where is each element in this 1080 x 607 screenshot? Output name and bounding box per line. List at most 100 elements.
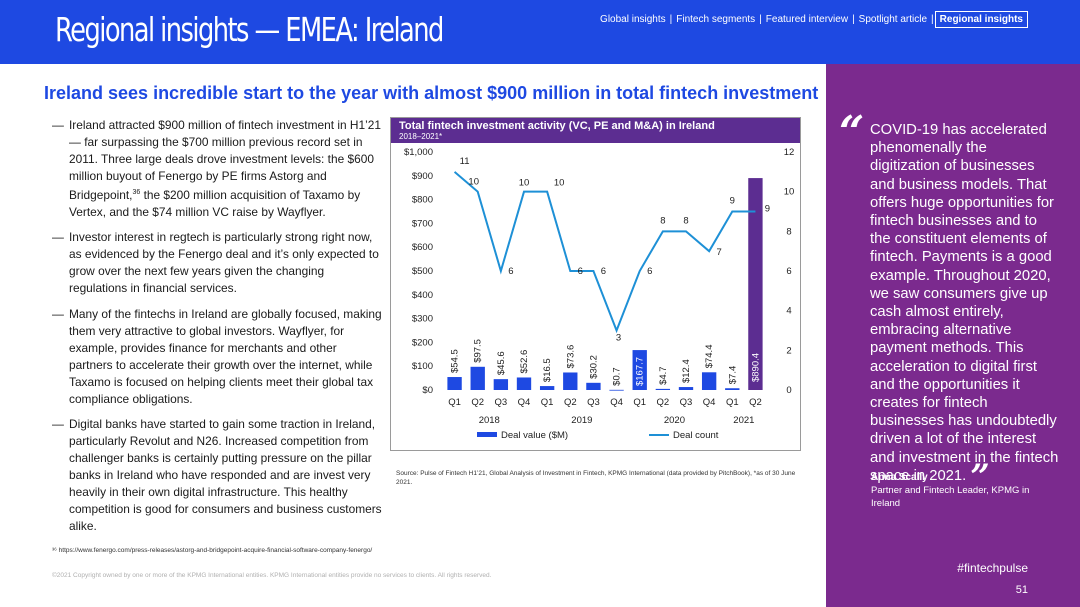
bullet-dash: — <box>52 417 64 432</box>
deal-count-label: 6 <box>647 266 652 277</box>
x-tick-label: Q3 <box>495 397 508 408</box>
open-quote-icon: “ <box>839 107 865 158</box>
x-tick-label: Q1 <box>726 397 739 408</box>
footnote-ref: 36 <box>132 188 141 196</box>
quote-body: COVID-19 has accelerated phenomenally th… <box>870 122 1059 484</box>
page-number: 51 <box>1015 584 1028 596</box>
bar-deal-value <box>632 350 647 390</box>
quote-panel: “ COVID-19 has accelerated phenomenally … <box>826 64 1080 607</box>
x-tick-label: Q4 <box>703 397 716 408</box>
nav-global-insights[interactable]: Global insights <box>600 14 666 25</box>
bar-deal-value <box>447 377 462 390</box>
nav-separator: | <box>852 14 855 25</box>
x-tick-label: Q2 <box>657 397 670 408</box>
bullet-item: — Ireland attracted $900 million of finte… <box>52 117 382 220</box>
quote-author-role: Partner and Fintech Leader, KPMG in Irel… <box>871 485 1030 509</box>
bar-deal-value <box>493 379 509 390</box>
bar-data-label: $890.4 <box>750 353 761 382</box>
y-left-tick-label: $300 <box>412 314 433 325</box>
x-tick-label: Q1 <box>541 397 554 408</box>
x-year-label: 2020 <box>664 415 685 426</box>
legend-label-line: Deal count <box>673 430 719 441</box>
y-left-tick-label: $400 <box>412 290 433 301</box>
bullet-text: Many of the fintechs in Ireland are glob… <box>69 307 382 406</box>
deal-count-label: 6 <box>578 266 583 277</box>
y-left-tick-label: $600 <box>412 242 433 253</box>
y-right-tick-label: 10 <box>784 187 795 198</box>
chart-title: Total fintech investment activity (VC, P… <box>399 120 715 132</box>
bar-data-label: $0.7 <box>612 367 623 386</box>
bar-data-label: $45.6 <box>496 351 507 375</box>
y-right-tick-label: 12 <box>784 147 795 158</box>
bar-deal-value <box>701 372 717 390</box>
bar-data-label: $52.6 <box>519 350 530 374</box>
x-tick-label: Q1 <box>633 397 646 408</box>
bar-data-label: $4.7 <box>658 366 669 385</box>
chart-source: Source: Pulse of Fintech H1’21, Global A… <box>396 470 796 486</box>
page-title: Regional insights — EMEA: Ireland <box>55 10 444 49</box>
bar-data-label: $97.5 <box>473 339 484 363</box>
y-right-tick-label: 6 <box>786 266 791 277</box>
nav-spotlight-article[interactable]: Spotlight article <box>858 14 928 25</box>
nav-regional-insights[interactable]: Regional insights <box>934 11 1028 28</box>
bar-data-label: $167.7 <box>635 357 646 386</box>
quote-text: COVID-19 has accelerated phenomenally th… <box>870 121 1060 494</box>
y-left-tick-label: $0 <box>422 385 433 396</box>
deal-count-label: 9 <box>730 196 735 207</box>
bar-deal-value <box>563 372 578 390</box>
x-tick-label: Q2 <box>564 397 577 408</box>
nav-featured-interview[interactable]: Featured interview <box>765 14 849 25</box>
deal-count-label: 6 <box>601 266 606 277</box>
x-tick-label: Q3 <box>587 397 600 408</box>
bar-data-label: $30.2 <box>588 355 599 379</box>
x-tick-label: Q1 <box>448 397 461 408</box>
y-left-tick-label: $100 <box>412 361 433 372</box>
bullet-text: Investor interest in regtech is particul… <box>69 230 379 296</box>
bar-deal-value <box>609 389 624 391</box>
bullet-item: — Many of the fintechs in Ireland are glo… <box>52 306 382 407</box>
header-bar: Regional insights — EMEA: Ireland Global… <box>0 0 1080 64</box>
deal-count-label: 10 <box>519 178 530 189</box>
x-year-label: 2021 <box>733 415 754 426</box>
deal-count-label: 8 <box>683 215 688 226</box>
y-left-tick-label: $800 <box>412 195 433 206</box>
deal-count-label: 10 <box>468 177 479 188</box>
nav-separator: | <box>669 14 673 25</box>
nav-fintech-segments[interactable]: Fintech segments <box>676 14 756 25</box>
bar-deal-value <box>470 366 485 390</box>
bar-deal-value <box>516 377 532 390</box>
bullet-dash: — <box>52 307 64 322</box>
legend-swatch-bar <box>477 432 497 437</box>
y-right-tick-label: 8 <box>786 226 791 237</box>
bar-data-label: $7.4 <box>727 366 738 385</box>
deal-count-label: 11 <box>460 156 470 167</box>
x-tick-label: Q4 <box>610 397 623 408</box>
bar-deal-value <box>655 388 671 390</box>
y-left-tick-label: $500 <box>412 266 433 277</box>
chart-svg: $0 $100 $200 $300 $400 $500 $600 $700 $800 $900 $1… <box>404 147 795 441</box>
quote-author: Anna Scally <box>871 472 928 483</box>
deal-count-line <box>453 171 756 334</box>
bar-deal-value <box>586 382 601 390</box>
deal-count-label: 9 <box>765 204 770 215</box>
nav-separator: | <box>759 14 762 25</box>
bar-data-label: $73.6 <box>565 345 576 369</box>
bar-data-label: $16.5 <box>542 358 553 382</box>
deal-count-label: 3 <box>616 333 621 344</box>
copyright: ©2021 Copyright owned by one or more of … <box>52 572 492 579</box>
y-right-tick-label: 4 <box>786 306 791 317</box>
bar-deal-value <box>539 386 555 390</box>
bullet-list: — Ireland attracted $900 million of finte… <box>52 117 382 544</box>
x-tick-label: Q3 <box>680 397 693 408</box>
bullet-dash: — <box>52 118 64 132</box>
hashtag-link[interactable]: #fintechpulse <box>957 561 1028 575</box>
y-left-tick-label: $1,000 <box>404 147 433 158</box>
deal-count-label: 8 <box>660 215 665 226</box>
chart-subtitle: 2018–2021* <box>399 132 443 141</box>
x-tick-label: Q2 <box>471 397 484 408</box>
close-quote-icon: ” <box>970 456 990 497</box>
y-right-tick-label: 0 <box>786 385 791 396</box>
bar-data-label: $12.4 <box>681 359 692 383</box>
bar-deal-value <box>748 178 763 390</box>
legend-label-bar: Deal value ($M) <box>501 430 568 441</box>
